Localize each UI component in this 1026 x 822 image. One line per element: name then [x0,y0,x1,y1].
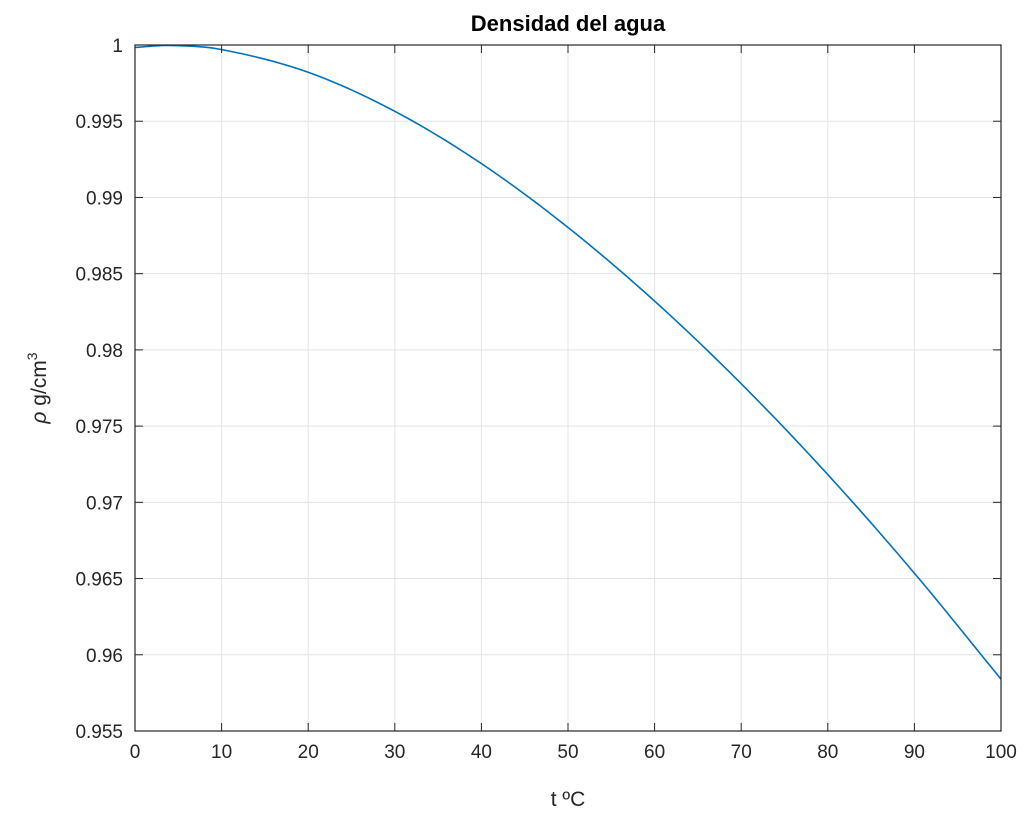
x-tick-label: 10 [211,742,232,763]
x-tick-label: 50 [557,742,578,763]
y-tick-label: 0.955 [75,722,123,743]
y-tick-label: 0.985 [75,265,123,286]
series-layer [134,44,1002,680]
x-tick-label: 40 [471,742,492,763]
y-tick-label: 0.96 [86,646,123,667]
x-tick-label: 70 [731,742,752,763]
x-tick-label: 90 [904,742,925,763]
x-tick-label: 100 [985,742,1017,763]
x-tick-label: 60 [644,742,665,763]
x-tick-label: 20 [298,742,319,763]
y-tick-label: 0.995 [75,112,123,133]
y-tick-label: 0.965 [75,570,123,591]
y-tick-labels: 0.955 0.96 0.965 0.97 0.975 0.98 0.985 0.99 0.99… [75,36,123,743]
y-tick-label: 0.99 [86,188,123,209]
y-tick-label: 0.975 [75,417,123,438]
x-axis-label: t ºC [551,788,586,811]
ticks [134,44,1002,732]
y-tick-label: 1 [112,36,123,57]
x-tick-labels: 0 10 20 30 40 50 60 70 80 90 100 [130,742,1017,763]
x-tick-label: 0 [130,742,141,763]
x-tick-label: 30 [384,742,405,763]
y-axis-label: ρ g/cm3 [24,352,51,424]
y-axis-label-superscript: 3 [24,352,40,360]
y-axis-label-rho: ρ [28,412,51,425]
y-tick-label: 0.98 [86,341,123,362]
x-tick-label: 80 [817,742,838,763]
chart-title: Densidad del agua [471,11,666,36]
y-axis-label-units: g/cm [28,360,51,411]
y-tick-label: 0.97 [86,493,123,514]
series-line [134,44,1002,680]
